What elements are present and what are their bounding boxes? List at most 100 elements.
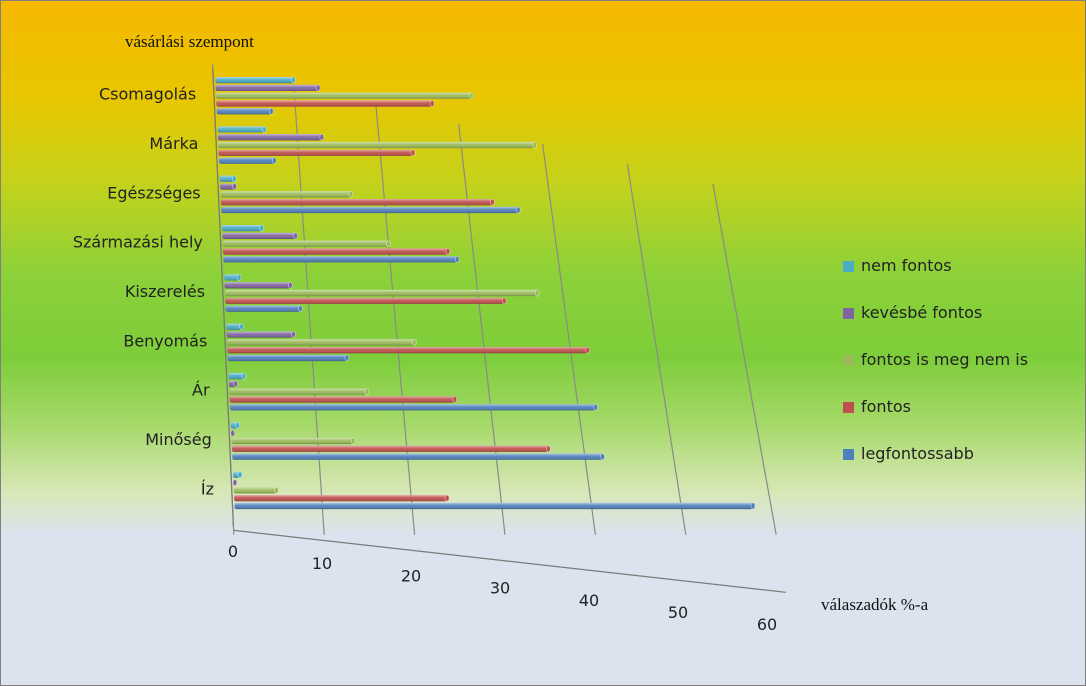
- bar-csomagolas-kevesbe-fontos-shade: [215, 84, 319, 91]
- bar-minoseg-fontos-is-meg-nem-is-shade: [231, 437, 354, 445]
- bar-marka-legfontossabb-cap: [271, 157, 277, 165]
- bar-csomagolas-legfontossabb-cap: [268, 107, 274, 115]
- bar-szarmazasi-hely-legfontossabb-shade: [223, 256, 458, 263]
- bar-benyomas-legfontossabb-shade: [227, 354, 347, 362]
- bar-egeszseges-kevesbe-fontos-cap: [232, 183, 238, 191]
- bar-szarmazasi-hely-fontos-is-meg-nem-is-shade: [222, 240, 389, 247]
- bar-benyomas-legfontossabb-cap: [344, 354, 350, 362]
- bar-marka-kevesbe-fontos-shade: [217, 134, 322, 141]
- x-tick-0: 0: [228, 542, 238, 561]
- bar-iz-fontos-is-meg-nem-is-shade: [233, 487, 277, 494]
- bar-csomagolas-nem-fontos-cap: [291, 76, 296, 84]
- x-axis-title: válaszadók %-a: [821, 595, 929, 614]
- bar-egeszseges-legfontossabb-shade: [221, 206, 519, 214]
- bar-szarmazasi-hely-kevesbe-fontos-cap: [293, 232, 299, 240]
- legend-label-fontos-is-meg-nem-is: fontos is meg nem is: [861, 350, 1028, 369]
- bar-egeszseges-fontos-is-meg-nem-is-cap: [348, 190, 354, 198]
- bar-minoseg-fontos-cap: [546, 445, 551, 453]
- bar-benyomas-nem-fontos-shade: [226, 323, 242, 330]
- bar-benyomas-fontos-cap: [585, 346, 591, 354]
- bar-marka-fontos-is-meg-nem-is-cap: [532, 141, 537, 149]
- bar-csomagolas-fontos-is-meg-nem-is-cap: [469, 92, 475, 100]
- x-axis-line: [233, 529, 786, 593]
- bar-szarmazasi-hely-fontos-is-meg-nem-is-cap: [385, 240, 391, 248]
- bar-szarmazasi-hely-fontos-shade: [223, 248, 448, 255]
- bar-csomagolas-kevesbe-fontos-cap: [315, 84, 321, 92]
- category-label-iz: Íz: [201, 479, 214, 498]
- bar-benyomas-fontos-shade: [227, 347, 588, 354]
- gridline-30: [458, 123, 506, 535]
- bar-kiszereles-fontos-is-meg-nem-is-cap: [534, 289, 540, 297]
- legend-swatch-fontos: [843, 402, 854, 413]
- bar-minoseg-legfontossabb-cap: [600, 453, 605, 461]
- bar-marka-legfontossabb-shade: [218, 157, 275, 164]
- y-axis-line: [212, 68, 234, 526]
- category-label-egeszseges: Egészséges: [107, 183, 200, 202]
- bar-csomagolas-legfontossabb-shade: [216, 108, 272, 115]
- bar-szarmazasi-hely-legfontossabb-cap: [454, 255, 460, 263]
- bar-egeszseges-nem-fontos-cap: [231, 175, 237, 183]
- x-tick-20: 20: [401, 566, 421, 585]
- gridline-50: [626, 163, 687, 535]
- bar-minoseg-fontos-is-meg-nem-is-cap: [350, 437, 356, 445]
- bar-egeszseges-fontos-is-meg-nem-is-shade: [220, 191, 351, 198]
- bar-csomagolas-fontos-cap: [429, 100, 435, 108]
- x-tick-60: 60: [757, 615, 777, 634]
- gridline-20: [375, 104, 416, 535]
- category-label-benyomas: Benyomás: [123, 331, 207, 350]
- bar-minoseg-fontos-shade: [231, 445, 549, 452]
- bar-benyomas-kevesbe-fontos-shade: [226, 331, 294, 338]
- legend-item-legfontossabb: legfontossabb: [843, 444, 974, 463]
- category-label-minoseg: Minőség: [145, 430, 212, 449]
- bar-benyomas-kevesbe-fontos-cap: [291, 331, 296, 339]
- legend-item-fontos-is-meg-nem-is: fontos is meg nem is: [843, 350, 1028, 369]
- bar-kiszereles-fontos-is-meg-nem-is-shade: [224, 289, 538, 297]
- gridline-60: [712, 183, 777, 535]
- x-tick-40: 40: [579, 591, 599, 610]
- bar-kiszereles-nem-fontos-cap: [236, 273, 242, 281]
- category-label-kiszereles: Kiszerelés: [125, 282, 205, 301]
- bars: [215, 76, 756, 510]
- legend: nem fontos kevésbé fontos fontos is meg ne…: [843, 256, 1028, 463]
- bar-egeszseges-fontos-cap: [490, 198, 495, 206]
- legend-item-nem-fontos: nem fontos: [843, 256, 952, 275]
- bar-iz-fontos-shade: [234, 495, 448, 502]
- gridline-40: [542, 143, 596, 535]
- category-label-szarmazasi-hely: Származási hely: [73, 233, 203, 252]
- bar-benyomas-nem-fontos-cap: [239, 323, 244, 331]
- legend-swatch-kevesbe-fontos: [843, 308, 854, 319]
- bar-minoseg-nem-fontos-cap: [235, 421, 241, 429]
- bar-ar-nem-fontos-shade: [228, 373, 245, 380]
- bar-szarmazasi-hely-nem-fontos-cap: [259, 224, 265, 232]
- bar-szarmazasi-hely-kevesbe-fontos-shade: [222, 232, 296, 239]
- legend-label-kevesbe-fontos: kevésbé fontos: [861, 303, 982, 322]
- bar-marka-fontos-is-meg-nem-is-shade: [218, 141, 535, 149]
- bar-kiszereles-nem-fontos-shade: [224, 274, 240, 281]
- bar-benyomas-fontos-is-meg-nem-is-shade: [227, 339, 415, 346]
- x-tick-10: 10: [312, 554, 332, 573]
- bar-minoseg-legfontossabb-shade: [232, 453, 603, 460]
- legend-label-fontos: fontos: [861, 397, 911, 416]
- bar-ar-nem-fontos-cap: [241, 372, 247, 380]
- category-label-marka: Márka: [149, 134, 198, 153]
- legend-swatch-nem-fontos: [843, 261, 854, 272]
- bar-marka-nem-fontos-cap: [261, 125, 267, 133]
- legend-swatch-fontos-is-meg-nem-is: [843, 355, 854, 366]
- bar-egeszseges-nem-fontos-shade: [219, 175, 235, 182]
- bar-iz-fontos-is-meg-nem-is-cap: [274, 486, 279, 494]
- bar-ar-legfontossabb-cap: [593, 403, 599, 411]
- bar-marka-kevesbe-fontos-cap: [319, 133, 325, 141]
- bar-egeszseges-fontos-shade: [220, 199, 493, 206]
- labels: Csomagolás Márka Egészséges Származási hely…: [73, 85, 777, 635]
- x-tick-30: 30: [490, 579, 510, 598]
- y-axis-title: vásárlási szempont: [125, 32, 254, 51]
- bar-marka-fontos-cap: [410, 149, 416, 157]
- bar-ar-kevesbe-fontos-cap: [233, 380, 239, 388]
- bar-szarmazasi-hely-nem-fontos-shade: [221, 225, 262, 232]
- bar-iz-fontos-cap: [444, 494, 450, 502]
- bar-iz-nem-fontos-cap: [237, 471, 243, 479]
- bar-kiszereles-fontos-shade: [225, 297, 505, 304]
- bar-ar-legfontossabb-shade: [230, 404, 596, 411]
- bar-szarmazasi-hely-fontos-cap: [445, 247, 451, 255]
